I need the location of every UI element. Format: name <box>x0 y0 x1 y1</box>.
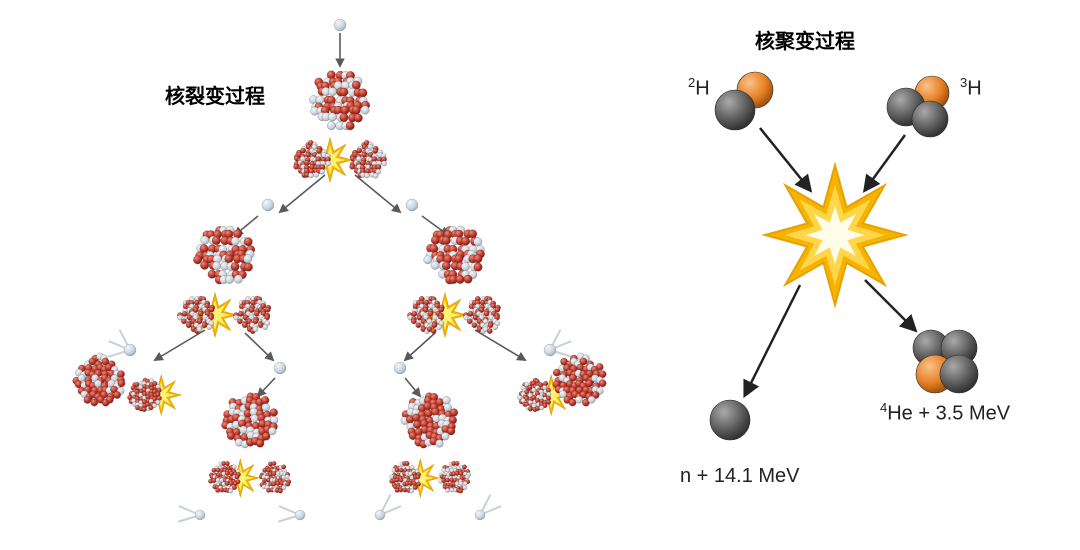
neutron-particle <box>124 344 136 356</box>
fusion-reactant-0 <box>715 72 773 130</box>
fusion-arrow <box>760 128 810 190</box>
fusion-product-label-1: n + 14.1 MeV <box>680 465 800 488</box>
nucleus <box>309 71 369 130</box>
nucleus <box>424 226 485 284</box>
diagram-svg <box>0 0 1080 550</box>
fusion-diagram <box>710 72 978 440</box>
fusion-reactant-1 <box>887 76 949 137</box>
neutron-particle <box>406 199 418 211</box>
neutron-particle <box>295 510 305 520</box>
fission-arrow <box>475 330 525 360</box>
neutron-particle <box>274 362 286 374</box>
fission-arrow <box>258 378 275 396</box>
neutron-particle <box>544 344 556 356</box>
fusion-product-0 <box>913 330 978 393</box>
nucleus <box>390 461 421 493</box>
nucleus <box>193 226 254 284</box>
fusion-explosion-core <box>806 206 865 265</box>
neutron-sphere <box>912 101 948 137</box>
fission-arrow <box>155 330 205 360</box>
fusion-arrow <box>865 135 905 190</box>
fusion-arrow <box>865 280 915 330</box>
nucleus <box>439 461 471 493</box>
nucleus <box>128 378 162 412</box>
fission-diagram <box>73 19 607 522</box>
nucleus <box>553 353 606 406</box>
nucleus <box>401 393 458 448</box>
fission-arrow <box>245 333 273 360</box>
neutron-particle <box>334 19 346 31</box>
nucleus <box>517 378 551 412</box>
nucleus <box>208 461 240 493</box>
fission-arrow <box>355 175 400 212</box>
neutron-sphere <box>710 400 750 440</box>
neutron-particle <box>475 510 485 520</box>
neutron-particle <box>394 362 406 374</box>
nucleus <box>259 461 291 493</box>
neutron-sphere <box>940 355 978 393</box>
nucleus <box>233 296 271 334</box>
nucleus <box>73 353 125 406</box>
nucleus <box>294 140 331 178</box>
neutron-particle <box>375 510 385 520</box>
neutron-particle <box>195 510 205 520</box>
neutron-sphere <box>715 90 755 130</box>
fusion-product-label-0: 4He + 3.5 MeV <box>880 400 1010 426</box>
nucleus <box>463 296 500 334</box>
fusion-product-1 <box>710 400 750 440</box>
nucleus <box>350 140 387 178</box>
fission-arrow <box>405 378 420 396</box>
nucleus <box>177 296 215 334</box>
neutron-particle <box>262 199 274 211</box>
fission-arrow <box>405 333 435 360</box>
nucleus <box>222 393 279 448</box>
fusion-reactant-label-1: 3H <box>960 75 982 101</box>
fusion-reactant-label-0: 2H <box>688 75 710 101</box>
nucleus <box>407 296 444 334</box>
fission-arrow <box>280 175 325 212</box>
diagram-container: 核裂变过程 核聚变过程 <box>0 0 1080 550</box>
fusion-arrow <box>745 285 800 395</box>
